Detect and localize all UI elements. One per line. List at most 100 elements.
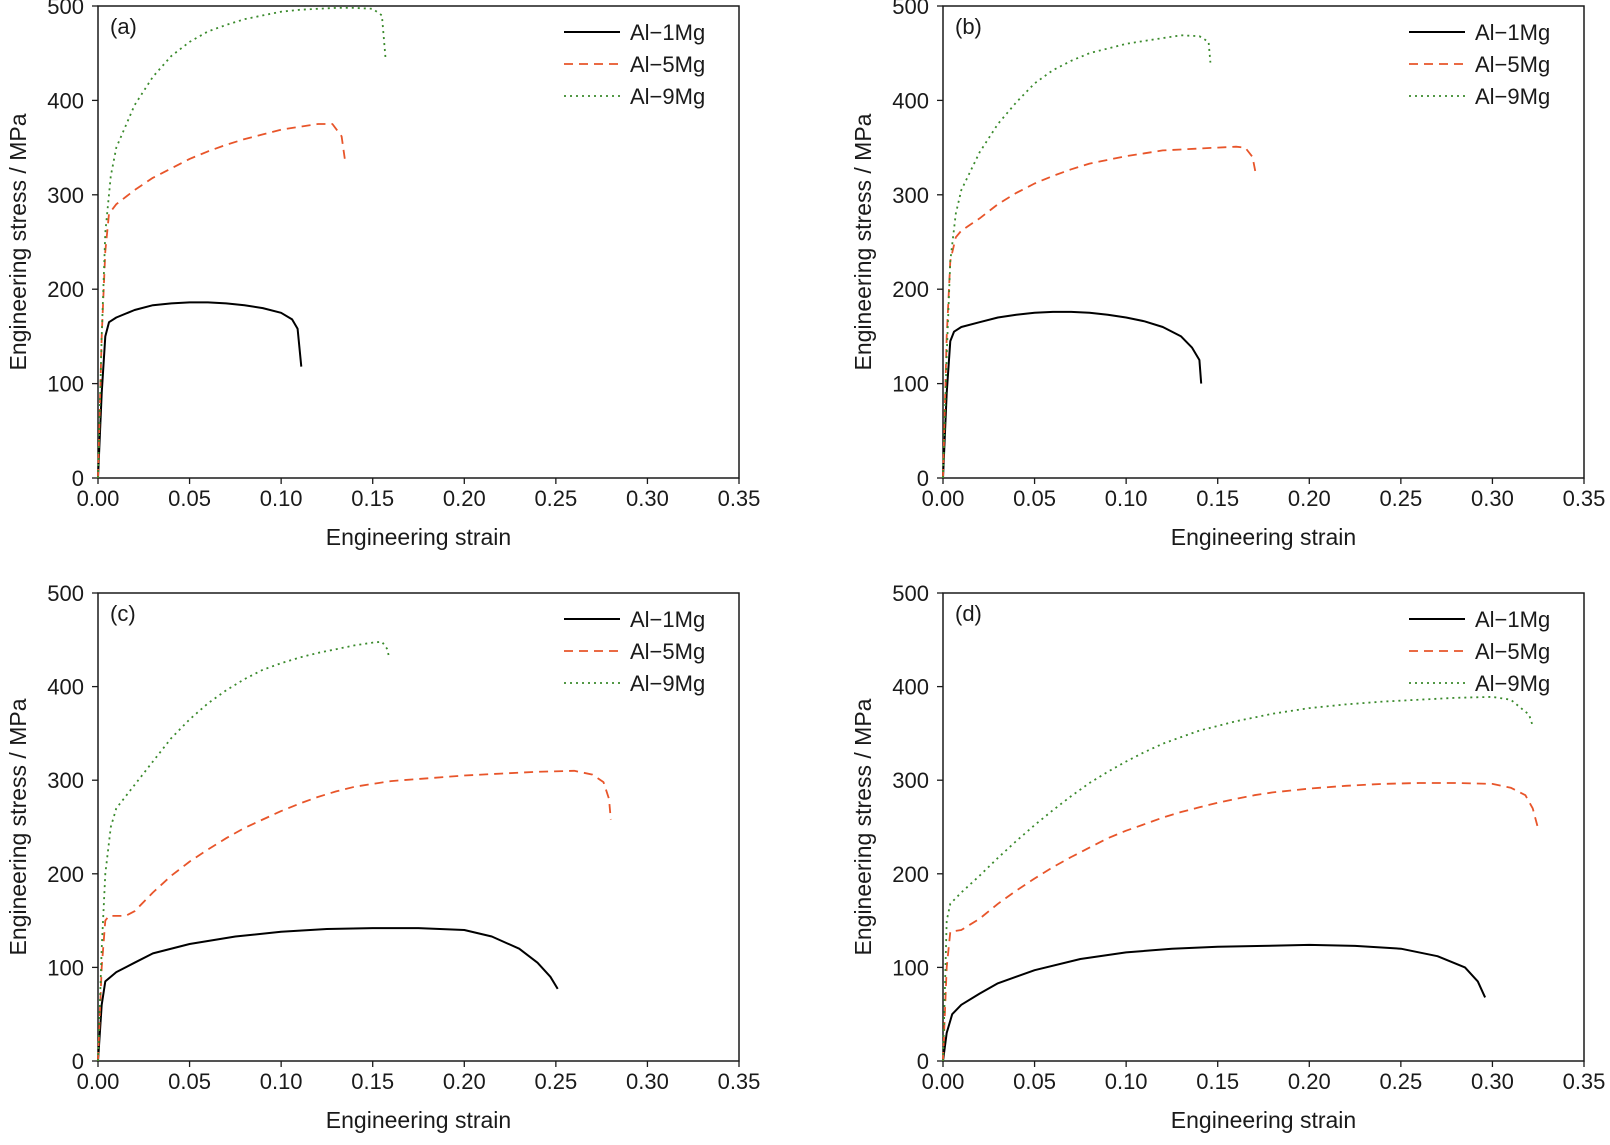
x-tick-label: 0.35 — [718, 1069, 761, 1094]
legend-label-0: Al−1Mg — [630, 20, 705, 45]
series-line-1 — [942, 145, 1258, 479]
y-tick-label: 300 — [47, 768, 84, 793]
y-axis-title: Engineering stress / MPa — [5, 698, 31, 955]
legend-label-2: Al−9Mg — [630, 671, 705, 696]
panel-label: (d) — [955, 601, 982, 626]
x-tick-label: 0.10 — [260, 1069, 303, 1094]
y-tick-label: 500 — [892, 581, 929, 606]
legend-label-2: Al−9Mg — [630, 84, 705, 109]
x-tick-label: 0.20 — [443, 486, 486, 511]
legend-label-2: Al−9Mg — [1475, 671, 1550, 696]
panel-label: (b) — [955, 14, 982, 39]
x-tick-label: 0.30 — [1471, 1069, 1514, 1094]
legend-label-1: Al−5Mg — [1475, 639, 1550, 664]
series-line-2 — [942, 34, 1212, 479]
y-tick-label: 100 — [892, 372, 929, 397]
y-tick-label: 0 — [917, 1049, 929, 1074]
y-tick-label: 0 — [917, 466, 929, 491]
y-tick-label: 200 — [47, 862, 84, 887]
legend-label-0: Al−1Mg — [1475, 20, 1550, 45]
y-tick-label: 400 — [47, 675, 84, 700]
x-tick-label: 0.25 — [534, 486, 577, 511]
y-tick-label: 100 — [892, 955, 929, 980]
series-line-0 — [97, 301, 303, 479]
series-line-2 — [97, 7, 387, 479]
x-tick-label: 0.25 — [1379, 1069, 1422, 1094]
x-axis-title: Engineering strain — [1171, 524, 1356, 550]
x-tick-label: 0.00 — [922, 486, 965, 511]
y-tick-label: 0 — [72, 1049, 84, 1074]
chart-panel-0: 0.00 0.05 0.10 0.15 0.20 0.25 0.30 0.35 0 100 200 3… — [5, 0, 760, 550]
y-tick-label: 500 — [47, 581, 84, 606]
y-tick-label: 100 — [47, 372, 84, 397]
y-tick-label: 0 — [72, 466, 84, 491]
legend-label-1: Al−5Mg — [1475, 52, 1550, 77]
legend-label-0: Al−1Mg — [1475, 607, 1550, 632]
x-tick-label: 0.10 — [260, 486, 303, 511]
series-line-0 — [942, 943, 1487, 1062]
series-line-2 — [942, 696, 1534, 1062]
x-tick-label: 0.20 — [443, 1069, 486, 1094]
x-tick-label: 0.05 — [1013, 486, 1056, 511]
y-tick-label: 100 — [47, 955, 84, 980]
plot-frame — [97, 5, 740, 479]
x-axis-title: Engineering strain — [326, 524, 511, 550]
x-tick-label: 0.25 — [534, 1069, 577, 1094]
y-tick-label: 400 — [892, 675, 929, 700]
x-tick-label: 0.00 — [922, 1069, 965, 1094]
plot-frame — [942, 5, 1585, 479]
x-tick-label: 0.20 — [1288, 1069, 1331, 1094]
y-axis-title: Engineering stress / MPa — [850, 698, 876, 955]
series-line-0 — [97, 927, 559, 1062]
panel-label: (c) — [110, 601, 136, 626]
series-line-0 — [942, 310, 1203, 479]
series-line-2 — [97, 640, 391, 1062]
x-tick-label: 0.20 — [1288, 486, 1331, 511]
y-tick-label: 300 — [892, 768, 929, 793]
legend-label-2: Al−9Mg — [1475, 84, 1550, 109]
y-tick-label: 500 — [47, 0, 84, 19]
panel-label: (a) — [110, 14, 137, 39]
x-tick-label: 0.30 — [1471, 486, 1514, 511]
y-tick-label: 200 — [892, 277, 929, 302]
y-tick-label: 300 — [47, 183, 84, 208]
y-tick-label: 500 — [892, 0, 929, 19]
chart-panel-3: 0.00 0.05 0.10 0.15 0.20 0.25 0.30 0.35 0 100 200 3… — [850, 581, 1605, 1133]
y-tick-label: 200 — [892, 862, 929, 887]
plot-frame — [97, 592, 740, 1062]
y-tick-label: 400 — [47, 88, 84, 113]
x-tick-label: 0.35 — [718, 486, 761, 511]
x-tick-label: 0.10 — [1105, 1069, 1148, 1094]
legend-label-0: Al−1Mg — [630, 607, 705, 632]
y-tick-label: 300 — [892, 183, 929, 208]
x-tick-label: 0.05 — [168, 1069, 211, 1094]
x-tick-label: 0.30 — [626, 1069, 669, 1094]
x-axis-title: Engineering strain — [326, 1107, 511, 1133]
x-tick-label: 0.15 — [351, 486, 394, 511]
x-axis-title: Engineering strain — [1171, 1107, 1356, 1133]
x-tick-label: 0.25 — [1379, 486, 1422, 511]
x-tick-label: 0.15 — [1196, 486, 1239, 511]
y-axis-title: Engineering stress / MPa — [5, 113, 31, 370]
x-tick-label: 0.35 — [1563, 1069, 1606, 1094]
plot-frame — [942, 592, 1585, 1062]
y-axis-title: Engineering stress / MPa — [850, 113, 876, 370]
x-tick-label: 0.15 — [351, 1069, 394, 1094]
series-line-1 — [942, 782, 1540, 1062]
x-tick-label: 0.15 — [1196, 1069, 1239, 1094]
x-tick-label: 0.05 — [168, 486, 211, 511]
y-tick-label: 400 — [892, 88, 929, 113]
x-tick-label: 0.35 — [1563, 486, 1606, 511]
legend-label-1: Al−5Mg — [630, 639, 705, 664]
x-tick-label: 0.30 — [626, 486, 669, 511]
x-tick-label: 0.10 — [1105, 486, 1148, 511]
x-tick-label: 0.00 — [77, 486, 120, 511]
legend-label-1: Al−5Mg — [630, 52, 705, 77]
series-line-1 — [97, 769, 612, 1062]
chart-panel-2: 0.00 0.05 0.10 0.15 0.20 0.25 0.30 0.35 0 100 200 3… — [5, 581, 760, 1133]
chart-panel-1: 0.00 0.05 0.10 0.15 0.20 0.25 0.30 0.35 0 100 200 3… — [850, 0, 1605, 550]
x-tick-label: 0.00 — [77, 1069, 120, 1094]
series-line-1 — [97, 123, 347, 479]
y-tick-label: 200 — [47, 277, 84, 302]
